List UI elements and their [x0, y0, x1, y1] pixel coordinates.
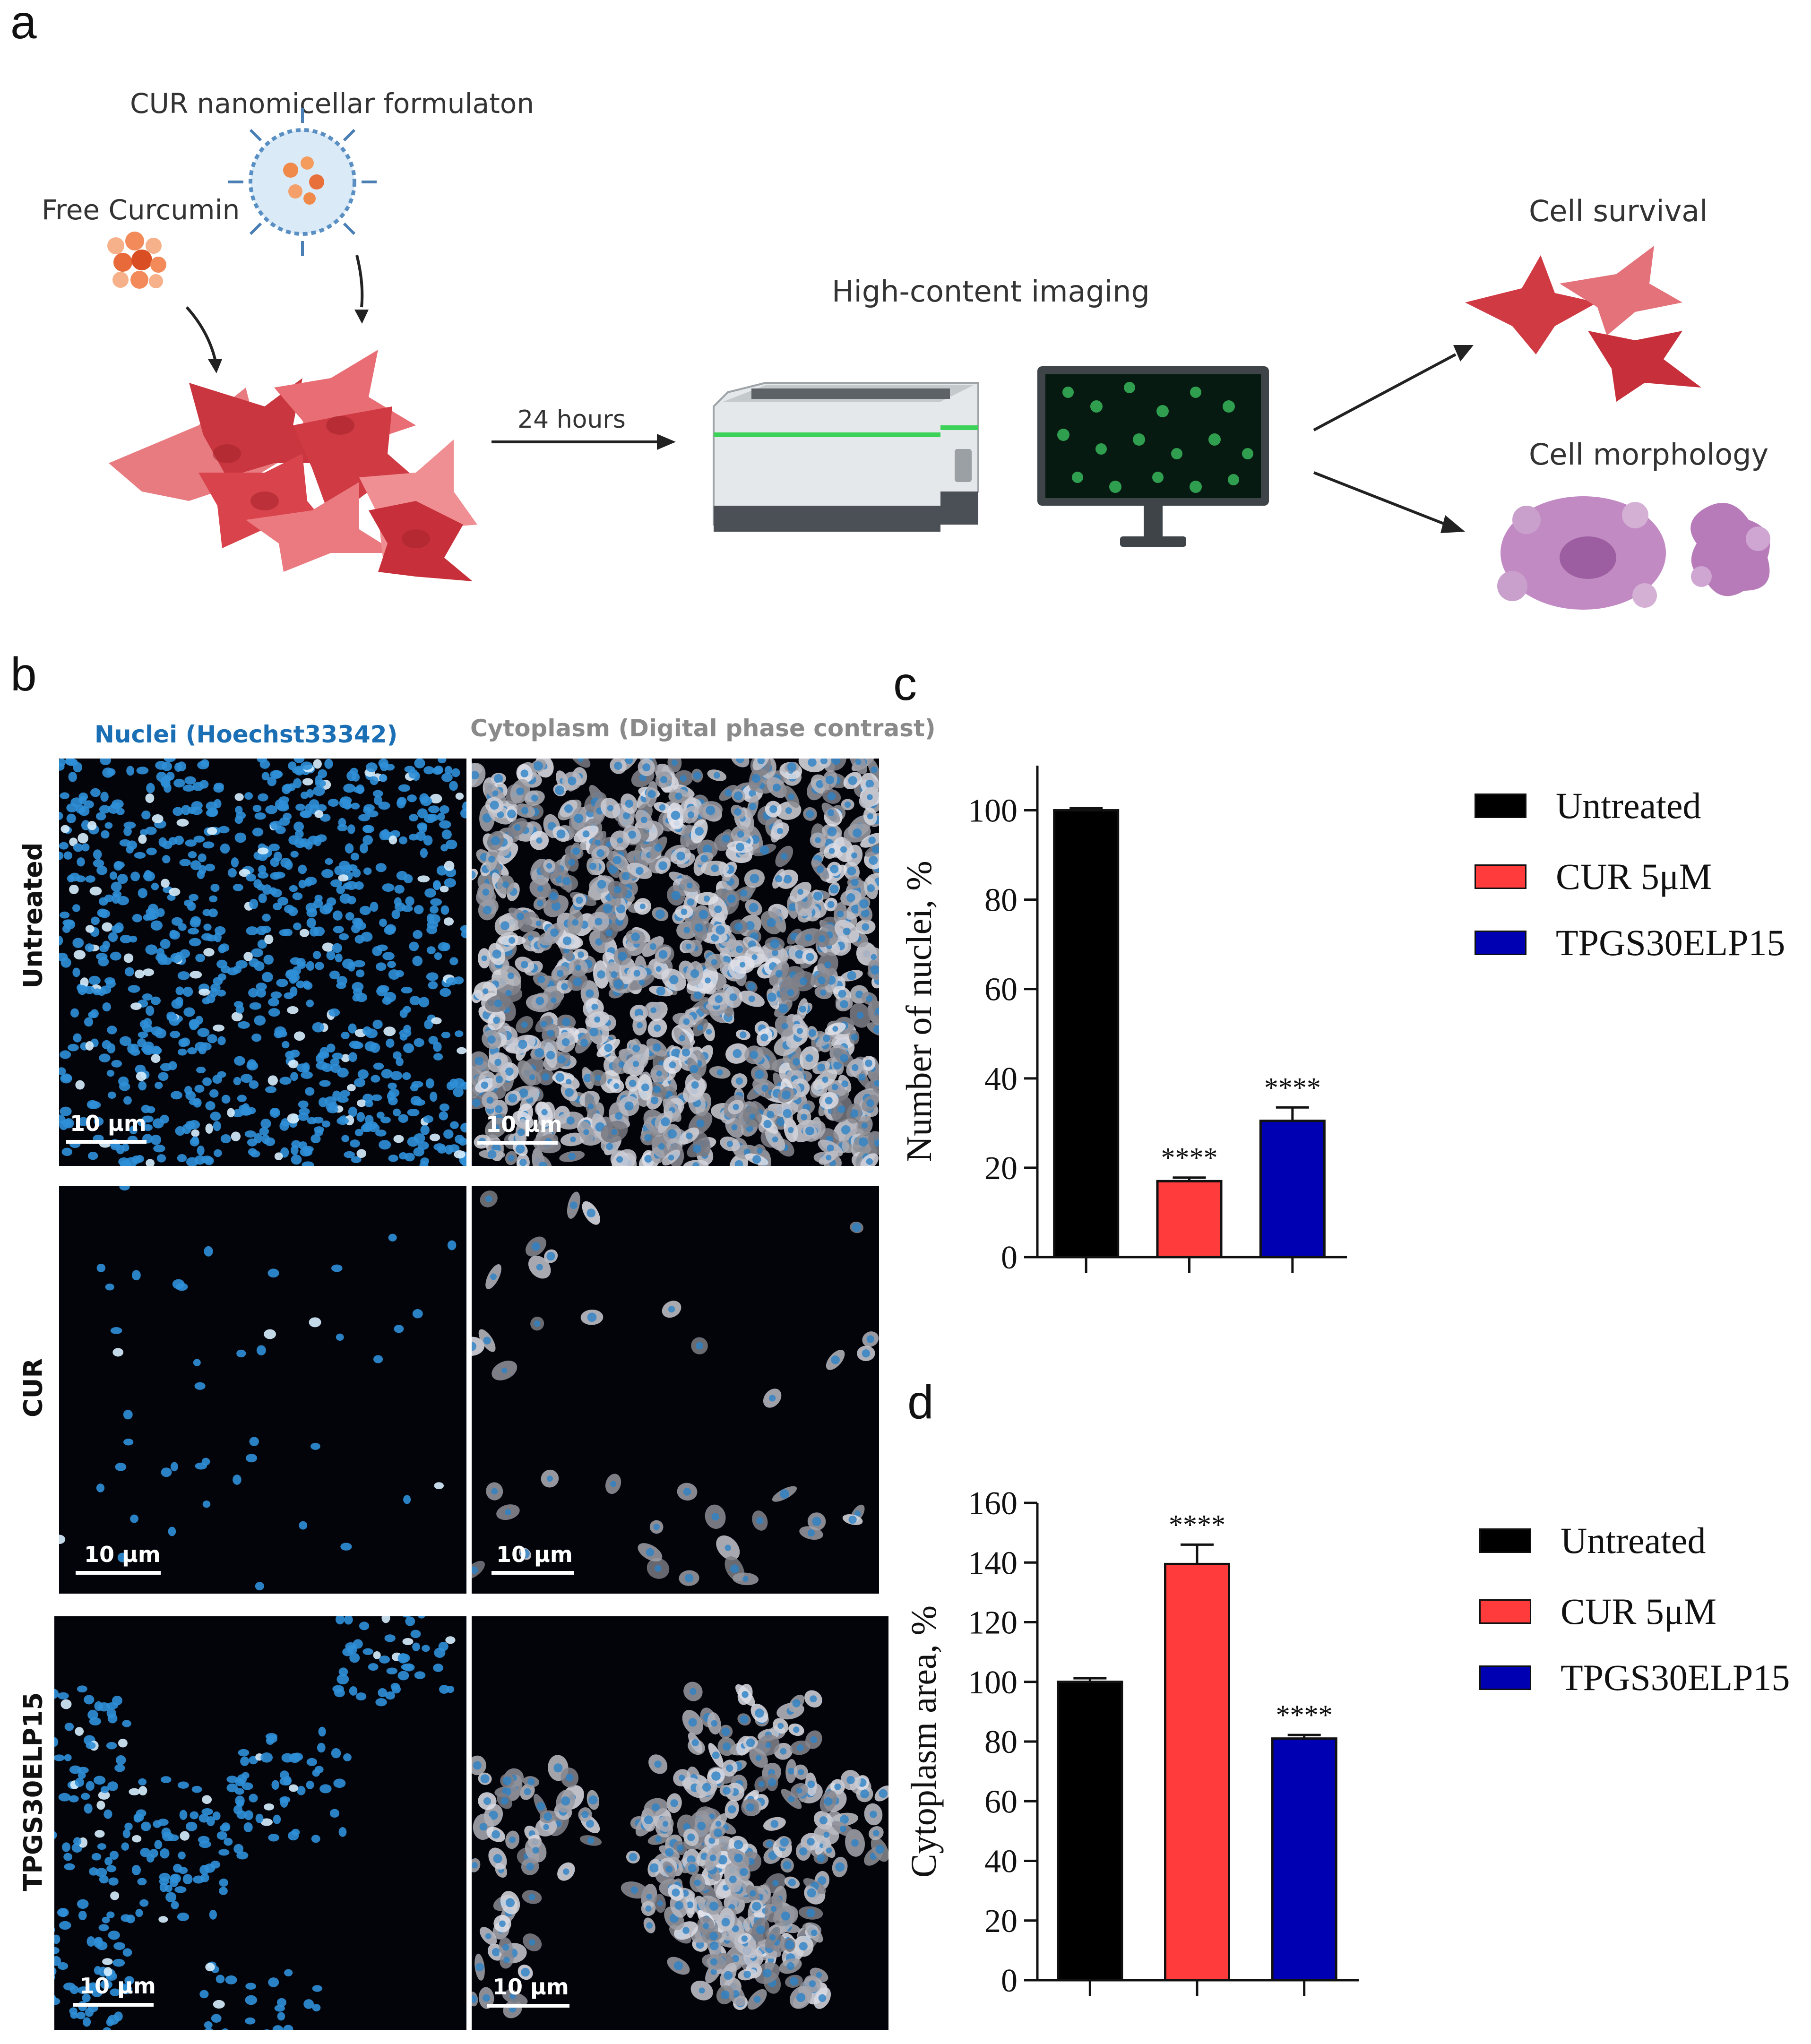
cytoplasm-column-header: Cytoplasm (Digital phase contrast) — [470, 715, 936, 742]
scale-bar — [76, 1571, 161, 1575]
legend-item-cur-d: CUR 5μM — [1479, 1590, 1716, 1633]
chart-cytoplasm-area: 0 20 40 60 80 100 120 140 160 Cytoplasm area, % **… — [904, 1485, 1359, 1999]
bar — [1164, 1562, 1230, 1982]
free-curcumin-label: Free Curcumin — [42, 194, 240, 226]
scale-bar-label: 10 µm — [486, 1112, 562, 1137]
y-tick-label: 60 — [984, 972, 1018, 1008]
panel-letter-b: b — [10, 648, 37, 701]
cells-field — [59, 1186, 457, 1591]
cells-field — [54, 1616, 456, 2030]
significance-label: **** — [1276, 1699, 1333, 1731]
y-tick-label: 40 — [984, 1061, 1018, 1097]
legend-label: Untreated — [1556, 785, 1701, 826]
legend-item-tpgs-d: TPGS30ELP15 — [1479, 1656, 1790, 1699]
cell-morphology-label: Cell morphology — [1529, 437, 1769, 472]
legend-item-cur-c: CUR 5μM — [1475, 855, 1712, 898]
scale-bar — [487, 2004, 569, 2008]
scale-bar-label: 10 µm — [79, 1973, 156, 1999]
y-axis-label: Cytoplasm area, % — [904, 1605, 944, 1878]
legend-label: CUR 5μM — [1561, 1591, 1717, 1632]
treatment-arrows — [185, 255, 364, 360]
scale-bar — [492, 1571, 574, 1575]
morphology-cells-icon — [1497, 496, 1770, 610]
significance-label: **** — [1161, 1142, 1218, 1173]
nuclei-column-header: Nuclei (Hoechst33342) — [95, 721, 398, 748]
bar — [1053, 809, 1120, 1259]
legend-item-untreated-d: Untreated — [1479, 1519, 1706, 1562]
scale-bar — [477, 1141, 558, 1145]
micrograph-tpgs-cytoplasm — [472, 1616, 888, 2030]
y-tick-label: 20 — [984, 1903, 1018, 1940]
nano-formulation-label: CUR nanomicellar formulaton — [130, 87, 535, 120]
cell-survival-label: Cell survival — [1529, 194, 1708, 228]
scale-bar-label: 10 µm — [84, 1542, 161, 1567]
legend-swatch-tpgs — [1479, 1665, 1531, 1690]
y-tick-label: 20 — [984, 1150, 1018, 1187]
imaging-instrument-icon — [713, 382, 979, 532]
y-tick-label: 80 — [984, 882, 1018, 919]
y-tick-label: 0 — [1001, 1240, 1018, 1276]
legend-swatch-untreated — [1475, 793, 1526, 818]
monitor-icon — [1037, 366, 1269, 547]
y-tick-label: 80 — [984, 1724, 1018, 1760]
bar — [1156, 1180, 1223, 1259]
panel-letter-c: c — [893, 657, 917, 710]
legend-swatch-untreated — [1479, 1528, 1531, 1553]
time-arrow — [492, 434, 676, 450]
legend-label: CUR 5μM — [1556, 856, 1712, 897]
y-axis-label: Number of nuclei, % — [899, 861, 939, 1162]
y-tick-label: 160 — [968, 1485, 1018, 1522]
scale-bar — [66, 1140, 147, 1144]
y-tick-label: 40 — [984, 1844, 1018, 1880]
cells-field — [472, 1682, 888, 2018]
panel-letter-a: a — [10, 0, 37, 49]
scale-bar-label: 10 µm — [70, 1111, 147, 1136]
cells-field — [59, 759, 466, 1166]
y-tick-label: 0 — [1001, 1963, 1018, 1999]
legend-swatch-tpgs — [1475, 931, 1526, 955]
legend-item-tpgs-c: TPGS30ELP15 — [1475, 922, 1785, 964]
cells-field — [472, 1190, 879, 1586]
row-label-tpgs30elp15: TPGS30ELP15 — [18, 1692, 48, 1891]
y-tick-label: 140 — [968, 1545, 1018, 1581]
output-arrows — [1313, 345, 1474, 533]
significance-label: **** — [1264, 1072, 1321, 1103]
bar — [1259, 1120, 1326, 1259]
micrograph-cur-nuclei — [59, 1186, 466, 1594]
cells-field — [472, 759, 879, 1166]
legend-label: Untreated — [1561, 1520, 1706, 1561]
schematic-illustration — [107, 108, 1770, 610]
cell-cluster-icon — [109, 350, 477, 581]
y-tick-label: 120 — [968, 1605, 1018, 1641]
bar — [1271, 1737, 1337, 1982]
legend-item-untreated-c: Untreated — [1475, 785, 1701, 827]
surviving-cells-icon — [1465, 246, 1701, 402]
chart-number-of-nuclei: 0 20 40 60 80 100 Number of nuclei, % **** **** — [899, 766, 1347, 1276]
micrograph-untreated-nuclei — [59, 759, 466, 1166]
significance-label: **** — [1169, 1509, 1225, 1540]
scale-bar-label: 10 µm — [496, 1542, 573, 1567]
legend-swatch-cur — [1479, 1599, 1531, 1624]
micrograph-tpgs-nuclei — [54, 1616, 466, 2030]
legend-swatch-cur — [1475, 864, 1526, 889]
y-tick-label: 100 — [968, 793, 1018, 829]
time-label: 24 hours — [517, 405, 626, 434]
panel-letter-d: d — [907, 1376, 934, 1429]
legend-label: TPGS30ELP15 — [1561, 1657, 1790, 1698]
legend-label: TPGS30ELP15 — [1556, 922, 1785, 963]
row-label-cur: CUR — [18, 1358, 48, 1418]
y-tick-label: 100 — [968, 1665, 1018, 1701]
nanomicelle-icon — [228, 108, 377, 256]
micrograph-untreated-cytoplasm — [472, 759, 879, 1166]
y-tick-label: 60 — [984, 1784, 1018, 1820]
free-curcumin-icon — [107, 232, 166, 289]
imaging-label: High-content imaging — [832, 274, 1150, 309]
scale-bar-label: 10 µm — [492, 1974, 569, 2000]
micrograph-cur-cytoplasm — [472, 1186, 879, 1594]
scale-bar — [73, 2003, 154, 2007]
row-label-untreated: Untreated — [18, 842, 48, 989]
bar — [1057, 1681, 1123, 1982]
